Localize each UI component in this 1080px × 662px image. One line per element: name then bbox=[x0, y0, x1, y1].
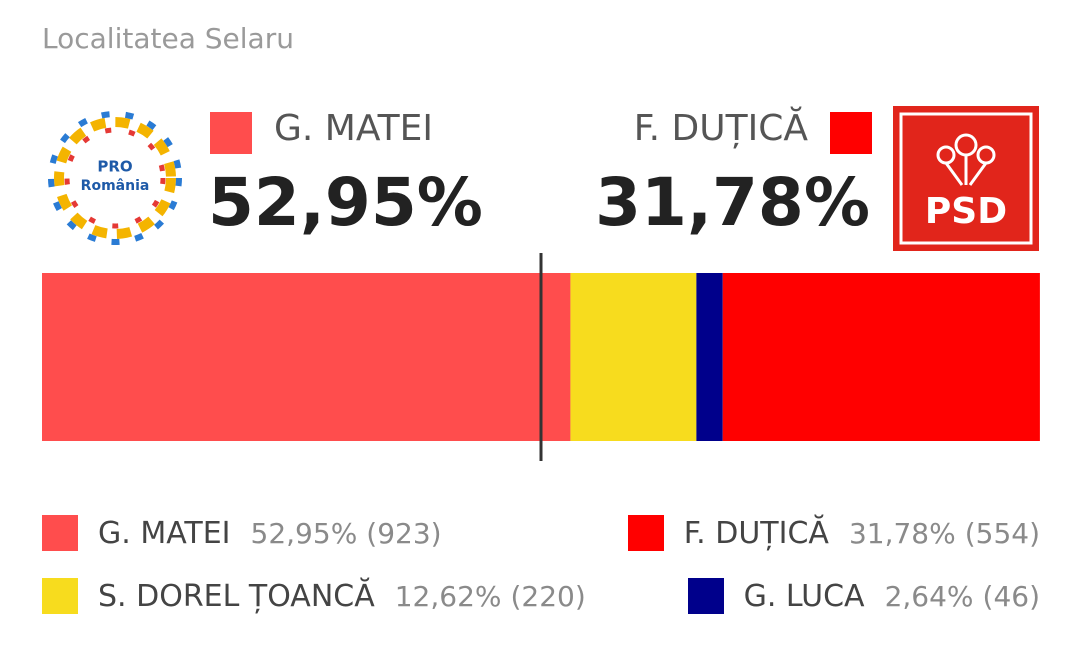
legend-votes: (923) bbox=[366, 516, 442, 550]
headline-swatch bbox=[830, 112, 872, 154]
headline-value: 31,78% bbox=[595, 164, 870, 241]
legend-swatch bbox=[687, 578, 724, 614]
pro-romania-logo: PRO România bbox=[48, 111, 182, 245]
legend-name: G. MATEI bbox=[98, 515, 231, 551]
legend-votes: (554) bbox=[964, 516, 1040, 550]
title: Localitatea Selaru bbox=[42, 22, 294, 55]
logo-text: PSD bbox=[925, 191, 1007, 232]
headline-name: G. MATEI bbox=[274, 108, 434, 149]
legend-swatch bbox=[42, 515, 78, 551]
bar-segment bbox=[722, 273, 1040, 441]
legend-votes: (220) bbox=[510, 579, 586, 613]
psd-logo: PSD bbox=[893, 106, 1039, 251]
legend-name: G. LUCA bbox=[743, 578, 865, 614]
legend-swatch bbox=[42, 578, 78, 614]
bar-segment bbox=[570, 273, 697, 441]
logo-text: PRO bbox=[97, 158, 132, 176]
legend-percent: 12,62% bbox=[394, 579, 502, 613]
legend-percent: 2,64% bbox=[884, 579, 974, 613]
bar-segment bbox=[696, 273, 723, 441]
legend-item: S. DOREL ȚOANCĂ 12,62% (220) bbox=[42, 578, 586, 614]
legend-votes: (46) bbox=[982, 579, 1040, 613]
logo-text: România bbox=[81, 178, 150, 194]
headline-value: 52,95% bbox=[208, 164, 483, 241]
legend-name: F. DUȚICĂ bbox=[683, 515, 829, 551]
bar-segment bbox=[42, 273, 571, 441]
legend-name: S. DOREL ȚOANCĂ bbox=[98, 578, 375, 614]
headline-name: F. DUȚICĂ bbox=[633, 108, 808, 149]
legend-percent: 31,78% bbox=[848, 516, 956, 550]
legend-swatch bbox=[627, 515, 664, 551]
legend-item: G. MATEI 52,95% (923) bbox=[42, 515, 442, 551]
legend-item: F. DUȚICĂ 31,78% (554) bbox=[627, 515, 1040, 551]
legend-percent: 52,95% bbox=[250, 516, 358, 550]
legend-item: G. LUCA 2,64% (46) bbox=[687, 578, 1040, 614]
headline-swatch bbox=[210, 112, 252, 154]
